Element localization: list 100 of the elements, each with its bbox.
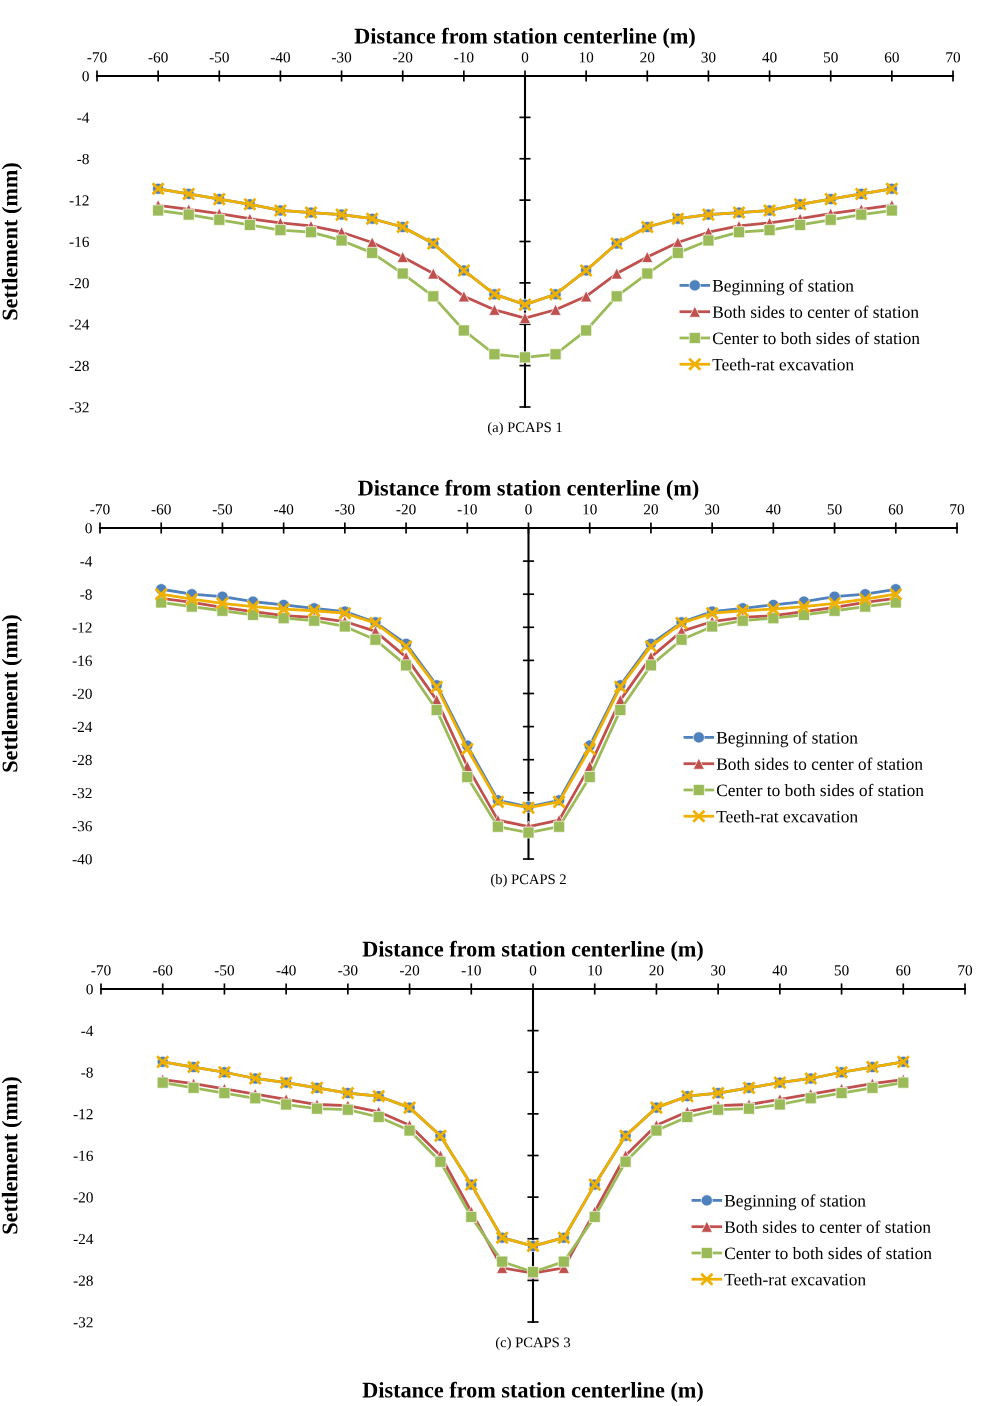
point [215,596,230,611]
text: (a) PCAPS 1 [487,421,562,436]
legend-label: Teeth-rat excavation [724,1273,866,1286]
x-tick-label: -30 [331,52,352,63]
y-tick-label: -8 [80,589,92,600]
x-tick-label: -30 [335,504,355,515]
legend-label: Beginning of station [716,731,858,748]
legend-label: Center to both sides of station [716,783,924,797]
legend-label: Teeth-rat excavation [716,810,858,823]
legend-label: Teeth-rat excavation [712,358,854,371]
y-tick-label: -32 [73,1317,93,1328]
x-tick-label: 30 [711,965,726,976]
x-tick-label: -70 [91,965,111,976]
legend-label: Beginning of station [724,1194,866,1211]
legend-label: Both sides to center of station [716,757,923,770]
x-tick-label: 50 [827,504,842,515]
y-tick-label: -36 [72,821,92,832]
x-tick-label: 60 [884,52,899,63]
y-tick-label: -24 [73,1233,94,1245]
x-tick-label: 0 [521,52,529,63]
x-tick-label: -50 [214,965,235,976]
y-tick-label: -4 [81,1025,94,1036]
y-tick-label: -12 [69,195,89,206]
x-axis-title: Distance from station centerline (m) [354,27,695,49]
y-axis-title: Settlement (mm) [1,163,22,320]
x-tick-label: 50 [823,52,838,63]
legend-label: Center to both sides of station [712,331,920,345]
x-tick-label: -60 [151,504,171,515]
point [184,592,199,607]
x-tick-label: -70 [90,504,110,515]
y-tick-label: -20 [72,688,92,699]
point [797,599,811,614]
x-tick-label: 30 [701,52,716,63]
x-tick-label: -10 [461,965,481,976]
y-tick-label: -8 [81,1067,93,1078]
x-tick-label: 70 [950,504,965,515]
y-tick-label: 0 [86,984,93,995]
y-tick-label: -12 [73,1109,93,1120]
x-tick-label: 20 [649,965,664,976]
point [827,596,842,611]
y-tick-label: -8 [77,153,89,165]
y-tick-label: -20 [69,278,89,289]
x-tick-label: 20 [643,504,658,515]
y-tick-label: -28 [73,1275,93,1286]
x-tick-label: -60 [148,52,168,63]
y-tick-label: 0 [85,523,92,534]
y-tick-label: -4 [77,112,90,123]
x-tick-label: -40 [270,52,291,63]
x-tick-label: -50 [212,504,233,515]
x-tick-label: 40 [772,965,787,976]
x-tick-label: -10 [457,504,477,515]
x-tick-label: 0 [529,965,537,976]
text: (b) PCAPS 2 [491,873,566,888]
x-tick-label: 50 [834,965,849,976]
y-tick-label: -16 [69,236,89,247]
x-axis-title: Distance from station centerline (m) [362,940,703,962]
x-tick-label: 10 [579,52,594,63]
x-tick-label: -20 [396,504,416,515]
text: Distance from station centerline (m) [362,1381,703,1403]
x-tick-label: -70 [87,52,107,63]
point [858,592,873,607]
x-tick-label: 40 [766,504,781,515]
x-tick-label: -40 [276,965,296,976]
y-tick-label: -24 [69,319,90,330]
y-axis-title: Settlement (mm) [1,615,22,772]
x-tick-label: 70 [958,965,973,976]
y-tick-label: -24 [72,721,93,732]
point [766,602,781,617]
x-tick-label: 30 [705,504,720,515]
x-tick-label: 0 [525,504,532,515]
point [888,587,903,602]
x-tick-label: -30 [338,965,358,976]
y-tick-label: 0 [82,71,89,82]
y-tick-label: -16 [73,1150,93,1161]
y-tick-label: -28 [72,754,92,766]
legend-label: Beginning of station [712,279,854,296]
point [154,587,169,602]
point [643,639,658,654]
x-tick-label: -20 [399,965,420,976]
point [743,1102,755,1115]
text: (c) PCAPS 3 [495,1337,571,1351]
y-tick-label: -20 [73,1192,93,1203]
x-tick-label: -10 [454,52,474,63]
point [460,742,475,756]
x-tick-label: -40 [274,504,294,515]
point [399,639,414,654]
x-tick-label: -60 [153,965,173,976]
x-tick-label: 10 [583,504,597,515]
x-tick-label: -20 [393,52,413,63]
x-tick-label: 70 [946,52,961,63]
y-tick-label: -4 [80,556,93,567]
x-tick-label: 60 [896,965,911,976]
y-tick-label: -32 [69,402,89,413]
x-tick-label: 60 [888,504,903,515]
point [582,742,597,756]
y-tick-label: -32 [72,787,92,799]
legend-label: Both sides to center of station [724,1220,931,1233]
x-tick-label: 40 [762,52,777,63]
x-tick-label: 20 [640,52,655,63]
y-axis-title: Settlement (mm) [1,1077,22,1234]
